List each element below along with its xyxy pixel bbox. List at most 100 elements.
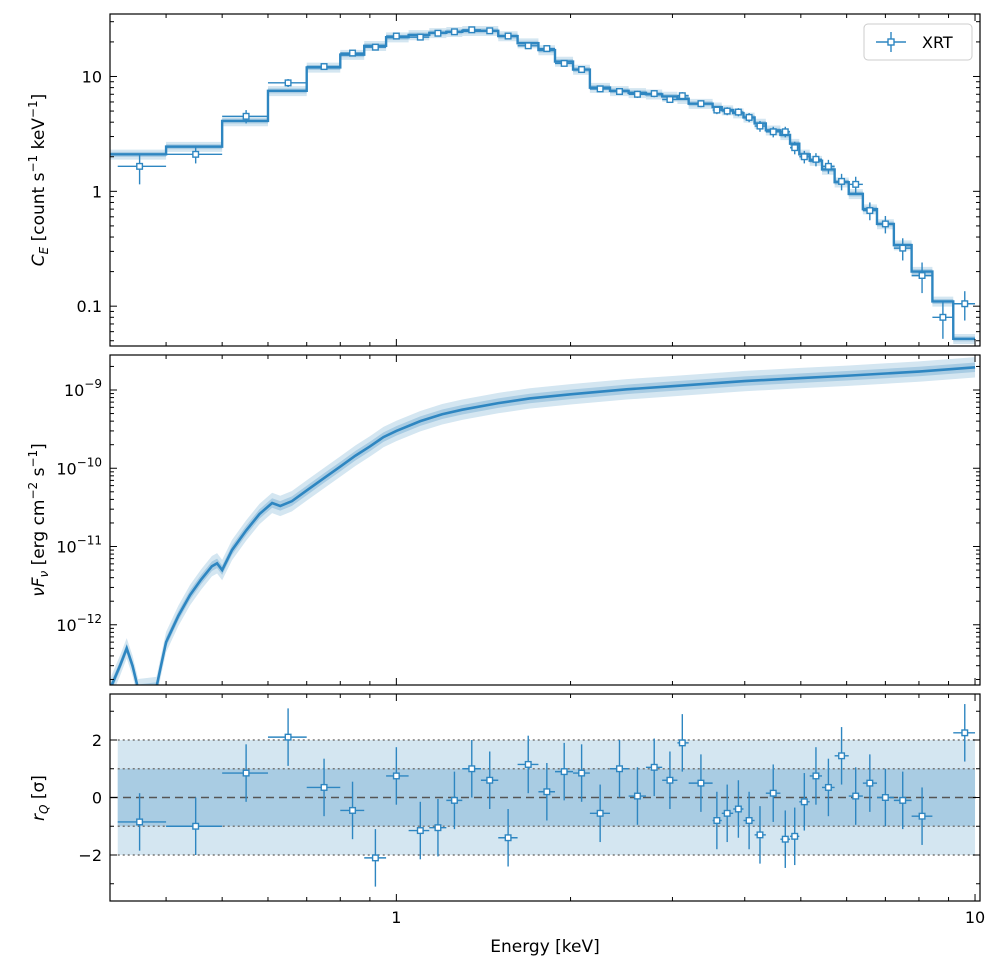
residual-point [192, 822, 200, 830]
residual-point [852, 792, 860, 800]
xrt-point [800, 153, 808, 161]
residual-point [866, 779, 874, 787]
xrt-point [434, 29, 442, 37]
residual-point [678, 739, 686, 747]
residual-point [650, 763, 658, 771]
residual-point [486, 776, 494, 784]
y-tick-label: 10−9 [64, 377, 102, 400]
ylabel-top-sup2: −1 [26, 100, 40, 118]
residual-point [961, 729, 969, 737]
ylabel-top-rest3: ] [29, 94, 49, 101]
residual-point [666, 776, 674, 784]
ylabel-bottom-main: r [29, 813, 49, 821]
xrt-point [320, 63, 328, 71]
xrt-point [349, 49, 357, 57]
x-tick-label: 10 [965, 908, 985, 927]
nufnu-model-line [110, 365, 976, 685]
ylabel-bottom-sub: Q [37, 805, 51, 814]
xrt-point [392, 32, 400, 40]
residual-point [615, 765, 623, 773]
residual-point [756, 831, 764, 839]
xrt-point [781, 128, 789, 136]
xrt-point [881, 220, 889, 228]
nufnu-band-inner [110, 362, 976, 685]
y-tick-label: 2 [92, 731, 102, 750]
xrt-point [284, 79, 292, 87]
xlabel: Energy [keV] [490, 937, 600, 957]
residual-point [899, 796, 907, 804]
ylabel-middle-rest3: ] [29, 443, 49, 450]
ylabel-middle-main: νF [29, 577, 49, 596]
ylabel-bottom: rQ [σ] [29, 775, 51, 821]
panel-frame-bottom [109, 693, 981, 902]
residual-point [242, 769, 250, 777]
residual-point [320, 783, 328, 791]
xrt-point [650, 90, 658, 98]
xrt-point [899, 244, 907, 252]
ylabel-top-main: C [29, 254, 49, 266]
y-tick-label: 10−12 [56, 612, 102, 635]
ylabel-top-sub: E [37, 246, 51, 254]
xrt-point [697, 100, 705, 108]
y-tick-label: 10 [82, 67, 102, 86]
xrt-point [371, 43, 379, 51]
y-tick-label: 1 [92, 182, 102, 201]
xrt-point [791, 144, 799, 152]
ylabel-top-rest1: [count s [29, 172, 49, 246]
residual-point [392, 772, 400, 780]
residual-point [136, 818, 144, 826]
residual-point [838, 752, 846, 760]
residual-point [284, 733, 292, 741]
y-tick-label: 0 [92, 789, 102, 808]
xrt-point [918, 271, 926, 279]
residual-point [697, 779, 705, 787]
x-tick-label: 1 [391, 908, 401, 927]
residual-point [824, 783, 832, 791]
xrt-point [734, 108, 742, 116]
residual-point [524, 760, 532, 768]
residual-point [812, 772, 820, 780]
residual-point [450, 796, 458, 804]
xrt-point [713, 106, 721, 114]
residual-point [769, 789, 777, 797]
xrt-point [486, 27, 494, 35]
xrt-point [578, 66, 586, 74]
xrt-point [560, 59, 568, 67]
xrt-point [838, 177, 846, 185]
ylabel-top: CE [count s−1 keV−1] [26, 94, 51, 267]
ylabel-top-rest2: keV [29, 118, 49, 155]
residual-point [713, 817, 721, 825]
residual-point [800, 798, 808, 806]
xrt-point [524, 42, 532, 50]
residual-point [881, 794, 889, 802]
ylabel-middle-sub: ν [37, 571, 51, 578]
legend-entry-xrt: XRT [922, 33, 953, 52]
xrt-point [416, 33, 424, 41]
model-band-outer [110, 26, 976, 345]
xrt-point [939, 313, 947, 321]
xrt-point [745, 113, 753, 121]
residual-point [791, 832, 799, 840]
xrt-point [666, 96, 674, 104]
xrt-point [242, 112, 250, 120]
xrt-point [852, 180, 860, 188]
legend-marker-square [887, 38, 895, 46]
residual-point [434, 824, 442, 832]
nufnu-band-outer [110, 357, 976, 685]
panel-frame-top [109, 13, 981, 347]
xrt-point [615, 88, 623, 96]
xrt-point [769, 128, 777, 136]
residual-point [416, 827, 424, 835]
y-tick-label: 10−10 [56, 455, 102, 478]
residual-point [781, 835, 789, 843]
xrt-point [812, 155, 820, 163]
xrt-point [136, 162, 144, 170]
residual-point [468, 765, 476, 773]
residual-point [371, 854, 379, 862]
residual-point [560, 768, 568, 776]
ylabel-middle: νFν [erg cm−2 s−1] [26, 443, 51, 597]
residual-point [349, 806, 357, 814]
residual-point [723, 809, 731, 817]
residual-point [745, 817, 753, 825]
xrt-point [468, 26, 476, 34]
